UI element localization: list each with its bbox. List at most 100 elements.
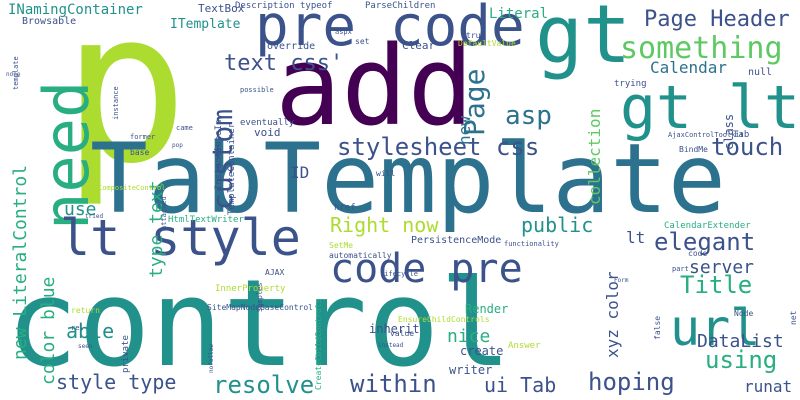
word-part: part [672, 265, 689, 273]
word-server: server [689, 257, 754, 278]
word-lt: lt [626, 228, 645, 247]
word-hoping: hoping [588, 368, 675, 396]
word-set: set [355, 37, 370, 46]
word-private: private [121, 335, 131, 373]
word-sitemapnodebasecontrol: SiteMapNodeBaseControl [207, 303, 313, 312]
word-instance: instance [112, 86, 120, 120]
word-public: public [521, 213, 593, 237]
word-style-type: style type [56, 370, 176, 394]
word-possible: possible [240, 86, 274, 94]
word-itemplate: ITemplate [170, 17, 241, 32]
word-setme: SetMe [329, 241, 353, 250]
word-page-header: Page Header [644, 7, 790, 32]
word-override: override [267, 41, 315, 52]
word-form: Form [614, 277, 629, 284]
word-datalist: DataList [697, 331, 784, 352]
word-none: none [6, 71, 21, 78]
word-collection: collection [585, 109, 604, 205]
word-url: url [670, 299, 760, 357]
word-lifecycle: lifecycle [380, 270, 418, 278]
word-tab: Tab [733, 130, 749, 140]
word-samples: Samples [256, 282, 264, 312]
word-browsable: Browsable [22, 16, 76, 27]
word-runat: runat [744, 377, 792, 396]
word-former: former [130, 133, 155, 141]
word-tried: tried [85, 213, 103, 220]
word-calendarextender: CalendarExtender [664, 221, 751, 231]
word-template: template [12, 56, 20, 90]
word-eventually: eventually [240, 118, 295, 128]
word-net: net [789, 310, 798, 325]
word-value: value [390, 329, 414, 338]
word-true: true [466, 31, 485, 40]
word-return: return [71, 306, 100, 315]
word-templatecontainer: TemplateContainer [227, 122, 237, 215]
word-render: Render [465, 302, 508, 316]
word-href: href [334, 203, 356, 213]
word-came: came [176, 124, 193, 132]
word-instantiatein: InstantiateIn [214, 120, 224, 190]
word-clear: Clear [402, 39, 435, 52]
word-color-blue: color blue [38, 277, 59, 385]
word-persistencemode: PersistenceMode [411, 235, 501, 246]
word-lt-style: lt style [60, 209, 301, 267]
word-nofollow: nofollow [208, 344, 215, 373]
word-node: Node [734, 309, 753, 318]
word-type-text: type text [146, 180, 167, 278]
word-code: code [688, 249, 707, 258]
word-code-pre: code pre [330, 246, 523, 292]
word-new-literalcontrol: new LiteralControl [10, 165, 31, 360]
word-inherit: inherit [369, 322, 420, 336]
word-text-css: text css' [224, 51, 343, 76]
word-create: create [460, 344, 503, 358]
word-something: something [620, 31, 783, 66]
word-use: use [64, 199, 97, 220]
word-trying: trying [614, 79, 647, 89]
word-void: void [254, 126, 281, 139]
word-htmltextwriter: HtmlTextWriter [168, 215, 244, 225]
word-seen: seen [78, 343, 93, 350]
word-gt-lt: gt lt [620, 73, 800, 143]
word-ui-tab: ui Tab [484, 373, 556, 397]
word-functionality: functionality [504, 240, 559, 248]
word-elegant: elegant [654, 228, 755, 256]
word-ensurechildcontrols: EnsureChildControls [398, 315, 490, 324]
word-automatically: automatically [329, 251, 392, 260]
word-calendar: Calendar [650, 58, 727, 77]
word-ajax: AJAX [265, 268, 284, 277]
word-innerproperty: InnerProperty [215, 284, 286, 294]
word-description: Description [235, 1, 295, 11]
word-xyz-color: xyz color [603, 271, 622, 358]
word-nice: nice [447, 326, 490, 347]
word-inamingcontainer: INamingContainer [8, 2, 143, 18]
word-writer: writer [449, 363, 492, 377]
word-instead: instead [378, 342, 404, 349]
word-createchildcontrols: CreateChildControls [314, 298, 323, 390]
word-tabtemplate: TabTemplate [90, 123, 726, 235]
word-p: p [62, 0, 188, 210]
word-id: ID [290, 163, 309, 182]
word-defaultvalue: DefaultValue [458, 39, 516, 48]
word-using: using [705, 346, 777, 374]
word-base: base [130, 148, 149, 157]
word-gt: gt [535, 0, 631, 81]
word-aspx: aspx [335, 28, 352, 36]
word-attached: attached [160, 196, 168, 230]
word-class: class [722, 114, 736, 150]
word-touch: touch [711, 133, 783, 161]
word-bindme: BindMe [679, 145, 708, 154]
word-pre-code: pre code [255, 0, 525, 59]
word-answer: Answer [508, 341, 541, 351]
word-typeof: typeof [300, 1, 333, 11]
word-custom: custom [206, 109, 239, 210]
word-asp: asp [505, 101, 552, 131]
word-new: new [455, 116, 474, 145]
word-ajaxcontroltoolkit: AjaxControlToolkit [668, 131, 744, 139]
word-stylesheet-css: stylesheet css [337, 133, 539, 161]
word-title: Title [680, 271, 752, 299]
word-rel: rel [71, 324, 84, 332]
word-will: will [376, 169, 395, 178]
word-null: null [748, 67, 772, 78]
